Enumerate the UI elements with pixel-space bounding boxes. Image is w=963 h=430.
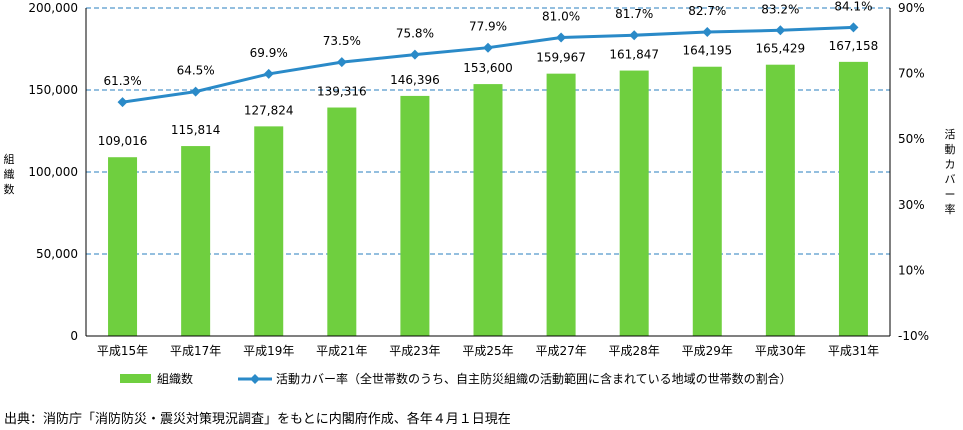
x-tick-label: 平成30年 — [755, 344, 806, 358]
x-tick-label: 平成21年 — [316, 344, 367, 358]
bar-value-label: 161,847 — [609, 48, 659, 62]
bar-value-label: 164,195 — [682, 44, 732, 58]
x-tick-label: 平成15年 — [97, 344, 148, 358]
left-axis-title-char: 数 — [4, 183, 15, 196]
bar-value-label: 153,600 — [463, 61, 513, 75]
bar — [546, 73, 576, 337]
bar — [692, 66, 722, 336]
legend-bar-label: 組織数 — [157, 371, 193, 386]
line-marker — [483, 42, 493, 53]
right-tick-label: -10% — [898, 329, 929, 343]
bar — [400, 95, 430, 337]
line-marker — [702, 26, 713, 37]
bar — [327, 107, 357, 336]
right-axis-title-char: 率 — [945, 202, 956, 216]
legend-line-marker — [250, 374, 260, 384]
x-tick-label: 平成27年 — [535, 344, 586, 358]
bar-value-label: 109,016 — [98, 134, 148, 148]
bar-value-label: 139,316 — [317, 85, 367, 99]
legend-bar-swatch — [120, 374, 151, 383]
left-tick-label: 100,000 — [28, 165, 78, 179]
x-tick-label: 平成17年 — [170, 344, 221, 358]
line-value-label: 82.7% — [688, 4, 726, 18]
right-axis-title-char: バ — [945, 173, 956, 186]
line-marker — [629, 30, 640, 41]
line-value-label: 81.7% — [615, 7, 653, 21]
line-value-label: 73.5% — [323, 34, 361, 48]
bar — [473, 84, 503, 336]
left-axis-title-char: 織 — [4, 168, 15, 181]
left-axis-title-char: 組 — [4, 153, 15, 166]
bar-series: 109,016 115,814 127,824 139,316 146,396 153,6… — [98, 39, 879, 337]
line-value-label: 69.9% — [250, 46, 288, 60]
x-tick-label: 平成31年 — [828, 344, 879, 358]
right-tick-label: 70% — [898, 67, 925, 81]
right-tick-label: 30% — [898, 198, 925, 212]
line-value-label: 64.5% — [177, 64, 215, 78]
line-marker — [336, 57, 347, 68]
x-tick-label: 平成29年 — [682, 344, 733, 358]
right-tick-label: 90% — [898, 1, 925, 15]
bar-value-label: 146,396 — [390, 73, 440, 87]
left-tick-label: 0 — [70, 329, 78, 343]
x-tick-label: 平成25年 — [462, 344, 513, 358]
bar — [765, 64, 795, 336]
line-value-label: 77.9% — [469, 20, 507, 34]
x-tick-label: 平成28年 — [609, 344, 660, 358]
left-tick-label: 150,000 — [28, 83, 78, 97]
line-value-label: 75.8% — [396, 27, 434, 41]
x-tick-label: 平成23年 — [389, 344, 440, 358]
right-tick-label: 50% — [898, 132, 925, 146]
line-value-label: 84.1% — [834, 0, 872, 13]
bar-value-label: 127,824 — [244, 103, 294, 117]
line-marker — [263, 68, 274, 79]
source-note: 出典：消防庁「消防防災・震災対策現況調査」をもとに内閣府作成、各年４月１日現在 — [4, 412, 511, 427]
bar — [619, 70, 649, 336]
legend-line-label: 活動カバー率（全世帯数のうち、自主防災組織の活動範囲に含まれている地域の世帯数の… — [276, 371, 792, 386]
left-axis-title: 組織数 — [4, 153, 15, 196]
axes: 0 50,000 100,000 150,000 200,000 -10% 10% 30% 50… — [4, 1, 956, 358]
chart: 109,016 115,814 127,824 139,316 146,396 153,6… — [4, 0, 956, 386]
bar — [181, 146, 211, 336]
line-marker — [556, 32, 567, 43]
right-tick-label: 10% — [898, 263, 925, 277]
right-axis-title-char: 動 — [945, 142, 956, 156]
bar — [838, 61, 868, 337]
line-marker — [190, 86, 201, 97]
left-tick-label: 200,000 — [28, 1, 78, 15]
bar-value-label: 167,158 — [829, 39, 879, 53]
right-axis-title-char: カ — [945, 158, 956, 171]
right-axis-title-char: ー — [945, 188, 956, 201]
line-value-label: 61.3% — [103, 74, 141, 88]
line-marker — [409, 49, 420, 60]
right-axis-title-char: 活 — [945, 128, 956, 141]
x-tick-label: 平成19年 — [243, 344, 294, 358]
line-marker — [848, 22, 859, 33]
right-axis-title: 活動カバー率 — [945, 128, 956, 216]
bar-value-label: 115,814 — [171, 123, 221, 137]
bar-value-label: 159,967 — [536, 51, 586, 65]
bar-value-label: 165,429 — [756, 42, 806, 56]
left-tick-label: 50,000 — [36, 247, 78, 261]
bar — [254, 126, 284, 336]
legend: 組織数 活動カバー率（全世帯数のうち、自主防災組織の活動範囲に含まれている地域の世… — [120, 371, 792, 386]
line-marker — [775, 25, 786, 36]
line-value-label: 83.2% — [761, 2, 799, 16]
line-value-label: 81.0% — [542, 10, 580, 24]
line-series: 61.3% 64.5% 69.9% 73.5% 75.8% 77.9% 81.0% 81.7%… — [103, 0, 873, 108]
bar — [108, 157, 138, 336]
line-marker — [117, 97, 128, 108]
